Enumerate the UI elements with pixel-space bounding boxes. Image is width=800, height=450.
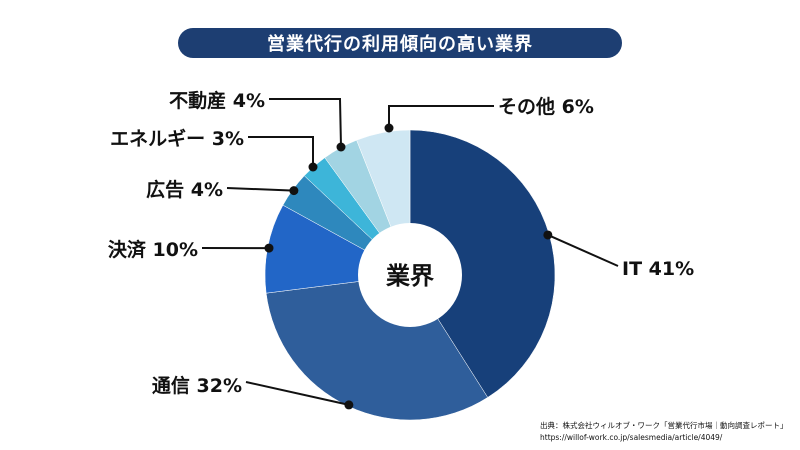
leader-dot-決済 [264, 243, 274, 253]
donut-hole [358, 223, 462, 327]
leader-lines [201, 98, 619, 410]
leader-dot-エネルギー [308, 162, 318, 172]
leader-dot-IT [543, 230, 553, 240]
chart-title-banner: 営業代行の利用傾向の高い業界 [178, 28, 622, 58]
chart-title: 営業代行の利用傾向の高い業界 [267, 34, 533, 55]
slice-label-決済: 決済 10% [108, 238, 198, 261]
leader-line-通信 [245, 381, 350, 406]
slice-labels: IT 41% 通信 32% 決済 10% 広告 4% エネルギー 3% 不動産 4% その他… [108, 89, 694, 397]
leader-line-その他 [388, 105, 494, 128]
source-note: 出典：株式会社ウィルオブ・ワーク「営業代行市場｜動向調査レポート」 https:… [540, 420, 796, 444]
leader-dot-広告 [289, 186, 299, 196]
leader-dot-通信 [344, 400, 354, 410]
slice-label-エネルギー: エネルギー 3% [110, 128, 244, 150]
center-label: 業界 [386, 262, 434, 290]
leader-dot-不動産 [336, 142, 346, 152]
source-url: https://willof-work.co.jp/salesmedia/art… [540, 433, 723, 442]
slice-label-不動産: 不動産 4% [169, 89, 265, 112]
slice-label-IT: IT 41% [622, 258, 694, 280]
leader-dot-その他 [384, 123, 394, 133]
source-citation: 出典：株式会社ウィルオブ・ワーク「営業代行市場｜動向調査レポート」 [540, 421, 788, 430]
leader-line-IT [547, 234, 619, 267]
slice-label-広告: 広告 4% [146, 178, 223, 201]
leader-line-広告 [226, 187, 294, 192]
slice-label-その他: その他 6% [498, 95, 594, 118]
leader-line-不動産 [269, 98, 342, 148]
slice-label-通信: 通信 32% [152, 374, 242, 397]
leader-line-エネルギー [248, 136, 314, 167]
